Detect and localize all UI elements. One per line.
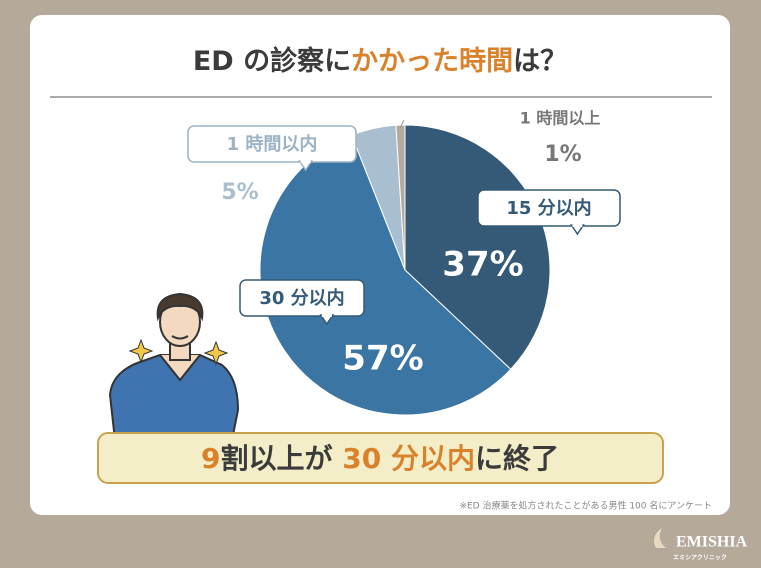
category-label: 30 分以内 bbox=[259, 287, 344, 309]
chart-title: ED の診察にかかった時間は？ bbox=[193, 45, 567, 77]
value-label: 5% bbox=[221, 180, 258, 205]
brand: EMISHIA bbox=[676, 534, 748, 551]
value-label: 37% bbox=[442, 245, 523, 285]
category-label: 15 分以内 bbox=[506, 197, 591, 219]
brand-logo bbox=[654, 528, 666, 548]
label-box bbox=[239, 279, 365, 317]
conclusion-part: 割以上が bbox=[221, 442, 343, 475]
conclusion-part: 9 bbox=[201, 442, 220, 475]
footnote: ※ED 治療薬を処方されたことがある男性 100 名にアンケート bbox=[459, 500, 712, 512]
labels: 15 分以内 37% 30 分以内 57% 1 時間以内 5% 1 時間以上 1% bbox=[187, 109, 621, 379]
doctor-illustration bbox=[108, 292, 240, 441]
pie bbox=[259, 124, 551, 416]
category-label: 1 時間以上 bbox=[520, 109, 601, 128]
value-label: 57% bbox=[342, 339, 423, 379]
leader-line bbox=[399, 119, 405, 129]
label-box bbox=[187, 125, 357, 163]
title-part: は？ bbox=[513, 46, 567, 77]
conclusion-part: 30 分以内 bbox=[342, 442, 475, 475]
label-pointer-mask bbox=[321, 314, 332, 317]
pie-slice bbox=[395, 124, 406, 271]
category-label: 1 時間以内 bbox=[227, 133, 318, 155]
conclusion: 9割以上が 30 分以内に終了 bbox=[201, 442, 559, 475]
value-label: 1% bbox=[544, 142, 581, 167]
conclusion-box bbox=[97, 432, 664, 484]
conclusion-part: に終了 bbox=[475, 442, 559, 475]
title-part: ED の診察に bbox=[193, 45, 351, 77]
label-pointer-mask bbox=[572, 224, 583, 227]
brand-sub: エミシアクリニック bbox=[673, 554, 727, 562]
pie-slice bbox=[259, 134, 512, 416]
title-part: かかった時間 bbox=[351, 46, 513, 77]
label-box bbox=[477, 189, 621, 227]
label-pointer-mask bbox=[300, 160, 311, 163]
